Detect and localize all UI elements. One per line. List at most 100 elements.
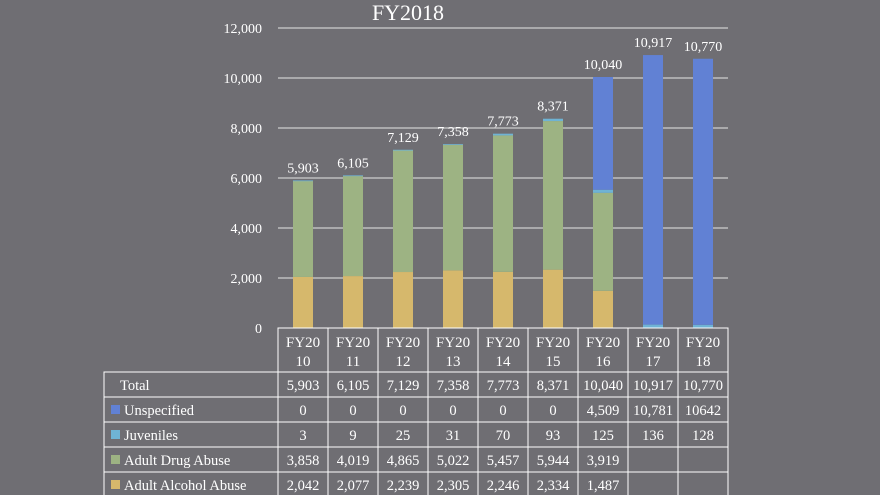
- table-cell: [677, 471, 729, 495]
- table-cell-value: 4,019: [337, 453, 370, 469]
- table-cell-value: 5,022: [437, 453, 470, 469]
- bar-segment-adult-alcohol-abuse: [443, 270, 463, 328]
- bar-segment-juveniles: [293, 180, 313, 182]
- total-data-label: 7,129: [387, 131, 419, 146]
- total-data-label: 7,773: [487, 115, 519, 130]
- y-tick-label: 0: [255, 322, 262, 337]
- table-row-label: Adult Alcohol Abuse: [124, 478, 246, 494]
- total-data-label: 10,917: [634, 36, 673, 51]
- x-tick-label: 11: [346, 354, 360, 370]
- bar-segment-adult-alcohol-abuse: [343, 276, 363, 328]
- legend-swatch: [111, 455, 120, 464]
- bar-segment-adult-drug-abuse: [393, 150, 413, 273]
- x-tick-label: FY20: [536, 335, 570, 351]
- x-tick-label: 18: [696, 354, 711, 370]
- bar-segment-adult-drug-abuse: [343, 175, 363, 277]
- x-tick-label: 12: [396, 354, 411, 370]
- x-tick-label: FY20: [336, 335, 370, 351]
- x-tick-label: 14: [496, 354, 512, 370]
- bar-segment-adult-alcohol-abuse: [293, 276, 313, 328]
- bar-segment-unspecified: [593, 77, 613, 190]
- table-cell-value: 2,334: [537, 478, 570, 494]
- table-cell-value: 3,858: [287, 453, 320, 469]
- bar-segment-adult-drug-abuse: [593, 192, 613, 291]
- x-tick-label: FY20: [386, 335, 420, 351]
- table-cell-value: 10,781: [633, 403, 673, 419]
- x-tick-label: FY20: [636, 335, 670, 351]
- table-row-label: Juveniles: [124, 428, 178, 444]
- table-cell-value: 2,042: [287, 478, 320, 494]
- bar-segment-adult-alcohol-abuse: [593, 290, 613, 328]
- bar-segment-juveniles: [693, 324, 713, 328]
- table-row-label: Unspecified: [124, 403, 195, 419]
- bar-segment-adult-drug-abuse: [443, 144, 463, 271]
- table-cell-value: 0: [399, 403, 406, 419]
- bar-segment-juveniles: [393, 149, 413, 151]
- table-cell-value: 7,129: [387, 378, 420, 394]
- bar-segment-juveniles: [443, 144, 463, 145]
- table-cell-value: 9: [349, 428, 356, 444]
- table-row-label: Adult Drug Abuse: [124, 453, 230, 469]
- bars: [293, 55, 713, 328]
- bar-segment-juveniles: [493, 133, 513, 136]
- bar-segment-juveniles: [593, 189, 613, 193]
- table-cell-value: 0: [499, 403, 506, 419]
- total-data-label: 6,105: [337, 156, 369, 171]
- table-cell-value: 5,944: [537, 453, 570, 469]
- chart-title: FY2018: [372, 0, 444, 25]
- y-tick-label: 6,000: [231, 172, 263, 187]
- y-axis-ticks: 0 2,000 4,000 6,000 8,000 10,000 12,000: [224, 22, 263, 337]
- x-tick-label: FY20: [436, 335, 470, 351]
- x-tick-label: FY20: [486, 335, 520, 351]
- bar-segment-adult-drug-abuse: [293, 180, 313, 277]
- x-tick-label: FY20: [586, 335, 620, 351]
- legend-swatch: [111, 480, 120, 489]
- table-cell: [627, 446, 679, 473]
- total-data-label: 7,358: [437, 125, 469, 140]
- total-data-label: 5,903: [287, 161, 319, 176]
- table-cell: [627, 471, 679, 495]
- table-cell-value: 2,305: [437, 478, 470, 494]
- table-cell-value: 2,246: [487, 478, 520, 494]
- table-cell-value: 125: [592, 428, 614, 444]
- bar-segment-unspecified: [643, 55, 663, 325]
- bar-segment-adult-alcohol-abuse: [543, 269, 563, 328]
- total-data-label: 10,040: [584, 58, 623, 73]
- table-cell-value: 25: [396, 428, 411, 444]
- table-cell-value: 3: [299, 428, 306, 444]
- x-tick-label: FY20: [686, 335, 720, 351]
- data-table: FY20 10 FY20 11 FY20 12 FY20 13 FY20 14 FY20 15 FY20…: [103, 327, 729, 495]
- bar-segment-adult-alcohol-abuse: [493, 271, 513, 328]
- table-cell-value: 2,077: [337, 478, 370, 494]
- table-cell-value: 10,770: [683, 378, 723, 394]
- bar-segment-adult-drug-abuse: [493, 135, 513, 272]
- table-cell-value: 1,487: [587, 478, 620, 494]
- table-cell-value: 2,239: [387, 478, 420, 494]
- table-cell-value: 0: [299, 403, 306, 419]
- table-cell-value: 4,509: [587, 403, 620, 419]
- table-cell-value: 10642: [685, 403, 721, 419]
- table-cell-value: 31: [446, 428, 461, 444]
- table-cell-value: 5,903: [287, 378, 320, 394]
- table-cell-value: 0: [549, 403, 556, 419]
- y-tick-label: 12,000: [224, 22, 263, 37]
- bar-segment-adult-alcohol-abuse: [393, 272, 413, 328]
- y-tick-label: 10,000: [224, 72, 263, 87]
- y-tick-label: 4,000: [231, 222, 263, 237]
- table-cell-value: 4,865: [387, 453, 420, 469]
- table-cell-value: 8,371: [537, 378, 570, 394]
- total-labels: 5,903 6,105 7,129 7,358 7,773 8,371 10,040 10,9…: [287, 36, 722, 176]
- table-cell-value: 7,358: [437, 378, 470, 394]
- x-tick-label: 17: [646, 354, 662, 370]
- total-data-label: 8,371: [537, 100, 569, 115]
- x-tick-label: 15: [546, 354, 561, 370]
- table-cell: [677, 446, 729, 473]
- table-cell-value: 10,040: [583, 378, 623, 394]
- table-row-label: Total: [120, 378, 150, 394]
- legend-swatch: [111, 405, 120, 414]
- y-tick-label: 2,000: [231, 272, 263, 287]
- table-cell-value: 70: [496, 428, 511, 444]
- x-tick-label: 10: [296, 354, 311, 370]
- bar-segment-unspecified: [693, 58, 713, 325]
- table-cell-value: 93: [546, 428, 561, 444]
